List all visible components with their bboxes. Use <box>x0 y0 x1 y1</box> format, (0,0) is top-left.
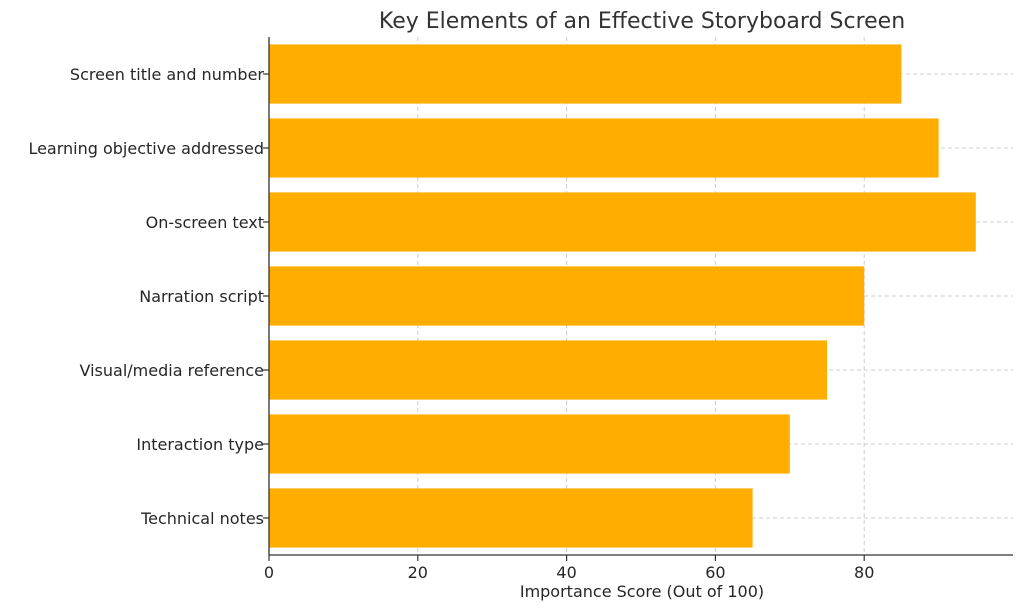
category-label: Narration script <box>139 287 264 306</box>
category-label: On-screen text <box>146 213 264 232</box>
x-tick-label: 40 <box>556 563 576 582</box>
category-label: Learning objective addressed <box>28 139 264 158</box>
x-axis-label: Importance Score (Out of 100) <box>520 582 764 601</box>
chart-title: Key Elements of an Effective Storyboard … <box>379 9 905 34</box>
bar-narration-script <box>269 266 865 326</box>
bar-on-screen-text <box>269 192 976 252</box>
bar-visual-media-reference <box>269 340 827 400</box>
bars-layer <box>269 44 976 548</box>
axes-layer <box>263 37 1013 561</box>
category-label: Interaction type <box>136 435 264 454</box>
category-label: Technical notes <box>140 509 264 528</box>
bar-interaction-type <box>269 414 790 474</box>
x-tick-label: 20 <box>408 563 428 582</box>
x-tick-label: 60 <box>705 563 725 582</box>
category-label: Visual/media reference <box>80 361 264 380</box>
x-tick-label: 80 <box>854 563 874 582</box>
bar-learning-objective-addressed <box>269 118 939 178</box>
x-tick-label: 0 <box>264 563 274 582</box>
category-label: Screen title and number <box>70 65 265 84</box>
bar-screen-title-and-number <box>269 44 902 104</box>
labels-layer: 0 20 40 60 80 Screen title and number Learning… <box>28 65 874 582</box>
bar-technical-notes <box>269 488 753 548</box>
